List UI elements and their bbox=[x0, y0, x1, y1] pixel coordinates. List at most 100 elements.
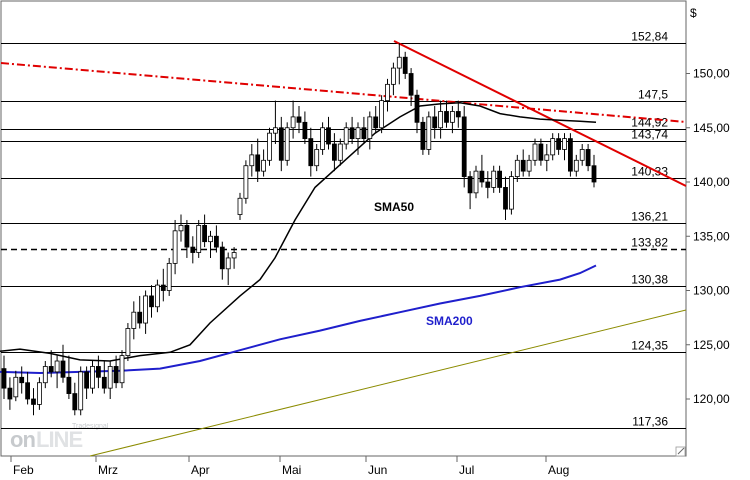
candle bbox=[249, 144, 255, 177]
candle bbox=[420, 116, 426, 155]
candle bbox=[538, 138, 544, 166]
candle bbox=[290, 100, 296, 139]
candle bbox=[255, 138, 261, 182]
level-label: 152,84 bbox=[631, 30, 668, 44]
candles bbox=[1, 43, 597, 416]
candle bbox=[137, 295, 143, 329]
level-label: 124,35 bbox=[631, 339, 668, 353]
candle bbox=[113, 355, 119, 389]
candle bbox=[461, 106, 467, 188]
candle bbox=[479, 154, 485, 188]
candle bbox=[367, 111, 373, 150]
price-axis-ticks: 120,00 125,00 130,00 135,00 140,00 145,00 150,… bbox=[686, 67, 730, 406]
trend-lines bbox=[0, 40, 687, 457]
candle bbox=[408, 68, 414, 107]
month-tick-label: Aug bbox=[548, 463, 569, 477]
candle bbox=[390, 62, 396, 96]
candle bbox=[78, 366, 84, 416]
level-label: 143,74 bbox=[631, 128, 668, 142]
candle bbox=[166, 257, 172, 296]
month-tick-label: Jun bbox=[368, 463, 387, 477]
red-dash-dot-resistance-line bbox=[0, 62, 687, 123]
candle bbox=[219, 241, 225, 280]
candle bbox=[385, 78, 390, 112]
candle bbox=[544, 144, 550, 172]
red-downtrend-line bbox=[393, 40, 687, 187]
candle bbox=[379, 95, 385, 134]
candle bbox=[208, 230, 213, 258]
candle bbox=[455, 100, 461, 128]
candle bbox=[349, 116, 355, 145]
candle bbox=[414, 89, 420, 134]
svg-text:on: on bbox=[10, 427, 35, 452]
month-tick-label: Feb bbox=[13, 463, 34, 477]
olive-uptrend-line bbox=[89, 309, 687, 457]
candle bbox=[426, 111, 432, 155]
candle bbox=[326, 116, 331, 150]
candle bbox=[149, 285, 154, 318]
month-tick-label: Mai bbox=[282, 463, 301, 477]
candle bbox=[562, 133, 567, 161]
level-label: 140,33 bbox=[631, 165, 668, 179]
candle bbox=[231, 247, 237, 269]
candle bbox=[278, 116, 284, 172]
candle bbox=[96, 355, 101, 389]
level-label: 147,5 bbox=[638, 88, 668, 102]
candle bbox=[160, 268, 166, 302]
candle bbox=[37, 377, 42, 410]
candle bbox=[60, 344, 66, 383]
candle bbox=[337, 138, 343, 166]
candle bbox=[514, 154, 520, 182]
currency-label: $ bbox=[690, 6, 697, 20]
candle bbox=[508, 171, 514, 215]
price-tick-label: 120,00 bbox=[693, 392, 730, 406]
candle bbox=[66, 355, 72, 399]
candle bbox=[7, 377, 13, 410]
level-label: 117,36 bbox=[632, 415, 668, 429]
candle bbox=[579, 144, 585, 166]
candle bbox=[54, 355, 60, 389]
candle bbox=[491, 165, 497, 193]
candle bbox=[143, 290, 149, 334]
candle bbox=[438, 100, 444, 139]
candle bbox=[125, 323, 131, 362]
candle bbox=[178, 214, 184, 242]
horizontal-levels: 152,84147,5144,92143,74140,33136,21133,8… bbox=[1, 30, 686, 429]
candle bbox=[526, 154, 532, 177]
candle bbox=[48, 350, 54, 378]
candle bbox=[196, 219, 202, 258]
candle bbox=[520, 149, 526, 177]
resize-corner-icon[interactable] bbox=[675, 446, 686, 457]
candle bbox=[190, 236, 196, 264]
sma200-label: SMA200 bbox=[426, 314, 473, 328]
candle bbox=[373, 106, 379, 134]
candle bbox=[213, 225, 219, 253]
candle bbox=[202, 214, 208, 248]
month-tick-label: Jul bbox=[459, 463, 474, 477]
candle bbox=[568, 133, 573, 177]
candle bbox=[107, 361, 113, 399]
candle bbox=[331, 133, 337, 172]
candle bbox=[225, 252, 231, 286]
candle bbox=[90, 361, 95, 394]
sma200-line bbox=[0, 264, 597, 375]
candle bbox=[402, 51, 408, 79]
candle bbox=[343, 122, 349, 150]
candle bbox=[444, 100, 449, 128]
price-tick-label: 125,00 bbox=[693, 338, 730, 352]
candle bbox=[154, 279, 160, 313]
candle bbox=[84, 366, 89, 399]
candle bbox=[302, 111, 308, 145]
price-tick-label: 135,00 bbox=[693, 229, 730, 243]
candle bbox=[497, 165, 503, 193]
candle bbox=[449, 106, 455, 134]
candle bbox=[473, 165, 479, 199]
candle bbox=[503, 176, 508, 220]
candle bbox=[485, 171, 491, 199]
candle bbox=[25, 371, 31, 405]
candle bbox=[13, 370, 19, 402]
candle bbox=[131, 301, 137, 340]
candle bbox=[172, 219, 178, 275]
candle bbox=[1, 355, 7, 399]
